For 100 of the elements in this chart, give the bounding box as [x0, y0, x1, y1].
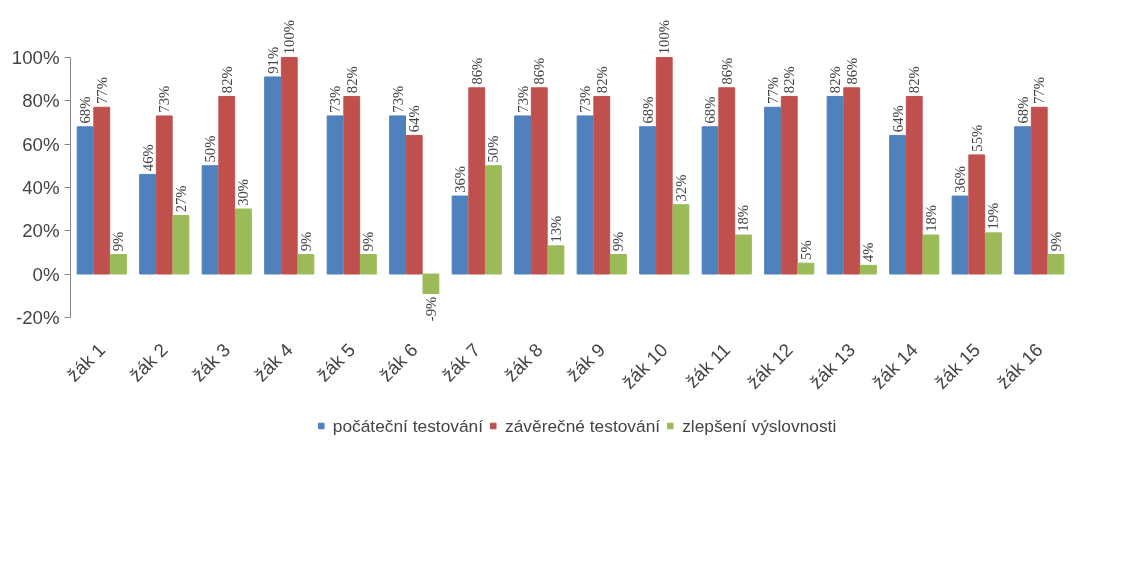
- data-label: 19%: [985, 202, 1002, 230]
- legend-label: zlepšení výslovnosti: [682, 415, 837, 436]
- data-label: 73%: [327, 85, 344, 113]
- data-label: 91%: [264, 46, 281, 74]
- bar: [514, 115, 531, 275]
- legend-label: závěrečné testování: [505, 415, 661, 436]
- data-label: 86%: [718, 57, 735, 85]
- data-label: 18%: [735, 204, 752, 232]
- data-label: 4%: [860, 242, 877, 263]
- data-label: 73%: [577, 85, 594, 113]
- data-label: 82%: [343, 66, 360, 94]
- x-tick-label: žák 3: [187, 339, 235, 386]
- x-tick-label: žák 7: [437, 339, 485, 386]
- bar: [547, 245, 565, 275]
- bar: [889, 134, 906, 275]
- x-tick-label: žák 1: [62, 339, 110, 386]
- x-tick-label: žák 6: [375, 339, 422, 386]
- bar: [139, 173, 156, 275]
- bar: [639, 126, 656, 275]
- bar: [201, 165, 219, 275]
- x-tick-label: žák 11: [681, 339, 735, 392]
- x-tick-label: žák 14: [867, 339, 922, 393]
- bar: [76, 126, 94, 275]
- bar: [93, 106, 111, 275]
- bar: [593, 95, 611, 275]
- bar: [264, 76, 281, 275]
- data-label: 100%: [656, 20, 673, 55]
- bar: [1047, 254, 1065, 275]
- data-label: 77%: [93, 77, 110, 105]
- data-label: 50%: [485, 135, 502, 163]
- y-tick-label: 60%: [22, 133, 60, 155]
- data-label: 82%: [218, 66, 235, 94]
- bar: [701, 126, 719, 275]
- bar: [735, 234, 752, 275]
- legend-label: počáteční testování: [332, 415, 484, 436]
- data-label: 68%: [1014, 96, 1031, 124]
- data-label: 82%: [906, 66, 923, 94]
- bar: [172, 215, 190, 275]
- x-tick-label: žák 4: [250, 339, 297, 386]
- data-label: 86%: [468, 57, 485, 85]
- data-label: 13%: [547, 215, 564, 243]
- data-label: 50%: [202, 135, 219, 163]
- data-label: 36%: [952, 165, 969, 193]
- x-tick-label: žák 13: [805, 339, 860, 393]
- data-label: 82%: [593, 66, 610, 94]
- data-label: 9%: [360, 231, 377, 252]
- x-tick-label: žák 16: [992, 339, 1047, 393]
- bar: [718, 87, 736, 275]
- x-tick-label: žák 9: [562, 339, 610, 386]
- data-label: 82%: [827, 66, 844, 94]
- data-label: -9%: [422, 296, 439, 322]
- bar: [576, 115, 594, 275]
- data-label: 9%: [297, 231, 314, 252]
- bar: [343, 95, 361, 275]
- data-label: 73%: [514, 85, 531, 113]
- data-label: 64%: [406, 105, 423, 133]
- bar: [110, 254, 127, 275]
- data-label: 73%: [156, 85, 173, 113]
- bar: [968, 154, 986, 275]
- data-label: 100%: [281, 20, 298, 55]
- bar: [360, 254, 377, 275]
- bar: [780, 95, 798, 275]
- x-tick-label: žák 8: [500, 339, 547, 386]
- data-label: 77%: [764, 77, 781, 105]
- x-tick-label: žák 10: [617, 339, 672, 393]
- data-label: 27%: [172, 185, 189, 213]
- data-label: 86%: [843, 57, 860, 85]
- data-label: 86%: [531, 57, 548, 85]
- y-tick-label: -20%: [15, 306, 60, 328]
- bar: [672, 204, 690, 275]
- bar: [843, 87, 861, 275]
- x-tick-label: žák 2: [125, 339, 172, 386]
- bar: [655, 56, 673, 275]
- bar: [326, 115, 344, 275]
- data-label: 36%: [452, 165, 469, 193]
- data-label: 5%: [797, 240, 814, 260]
- data-label: 68%: [77, 96, 94, 124]
- x-tick-label: žák 12: [742, 339, 797, 393]
- data-label: 68%: [639, 96, 656, 124]
- bar: [764, 106, 781, 275]
- bar: [1014, 126, 1031, 275]
- y-tick-label: 100%: [11, 46, 60, 68]
- bar: [951, 195, 969, 275]
- bar: [797, 262, 815, 275]
- bar: [985, 232, 1002, 275]
- data-label: 73%: [389, 85, 406, 113]
- bar: [530, 87, 548, 275]
- bar: [826, 95, 844, 275]
- bar: [422, 273, 440, 294]
- y-tick-label: 80%: [22, 90, 60, 112]
- bar: [218, 95, 236, 275]
- y-tick-label: 40%: [22, 176, 60, 198]
- bar: [860, 264, 877, 275]
- data-label: 30%: [235, 178, 252, 206]
- x-tick-label: žák 15: [930, 339, 985, 393]
- data-label: 9%: [610, 231, 627, 252]
- bar: [922, 234, 940, 275]
- y-tick-label: 0%: [32, 263, 60, 285]
- bar: [280, 56, 298, 275]
- bar: [405, 134, 423, 275]
